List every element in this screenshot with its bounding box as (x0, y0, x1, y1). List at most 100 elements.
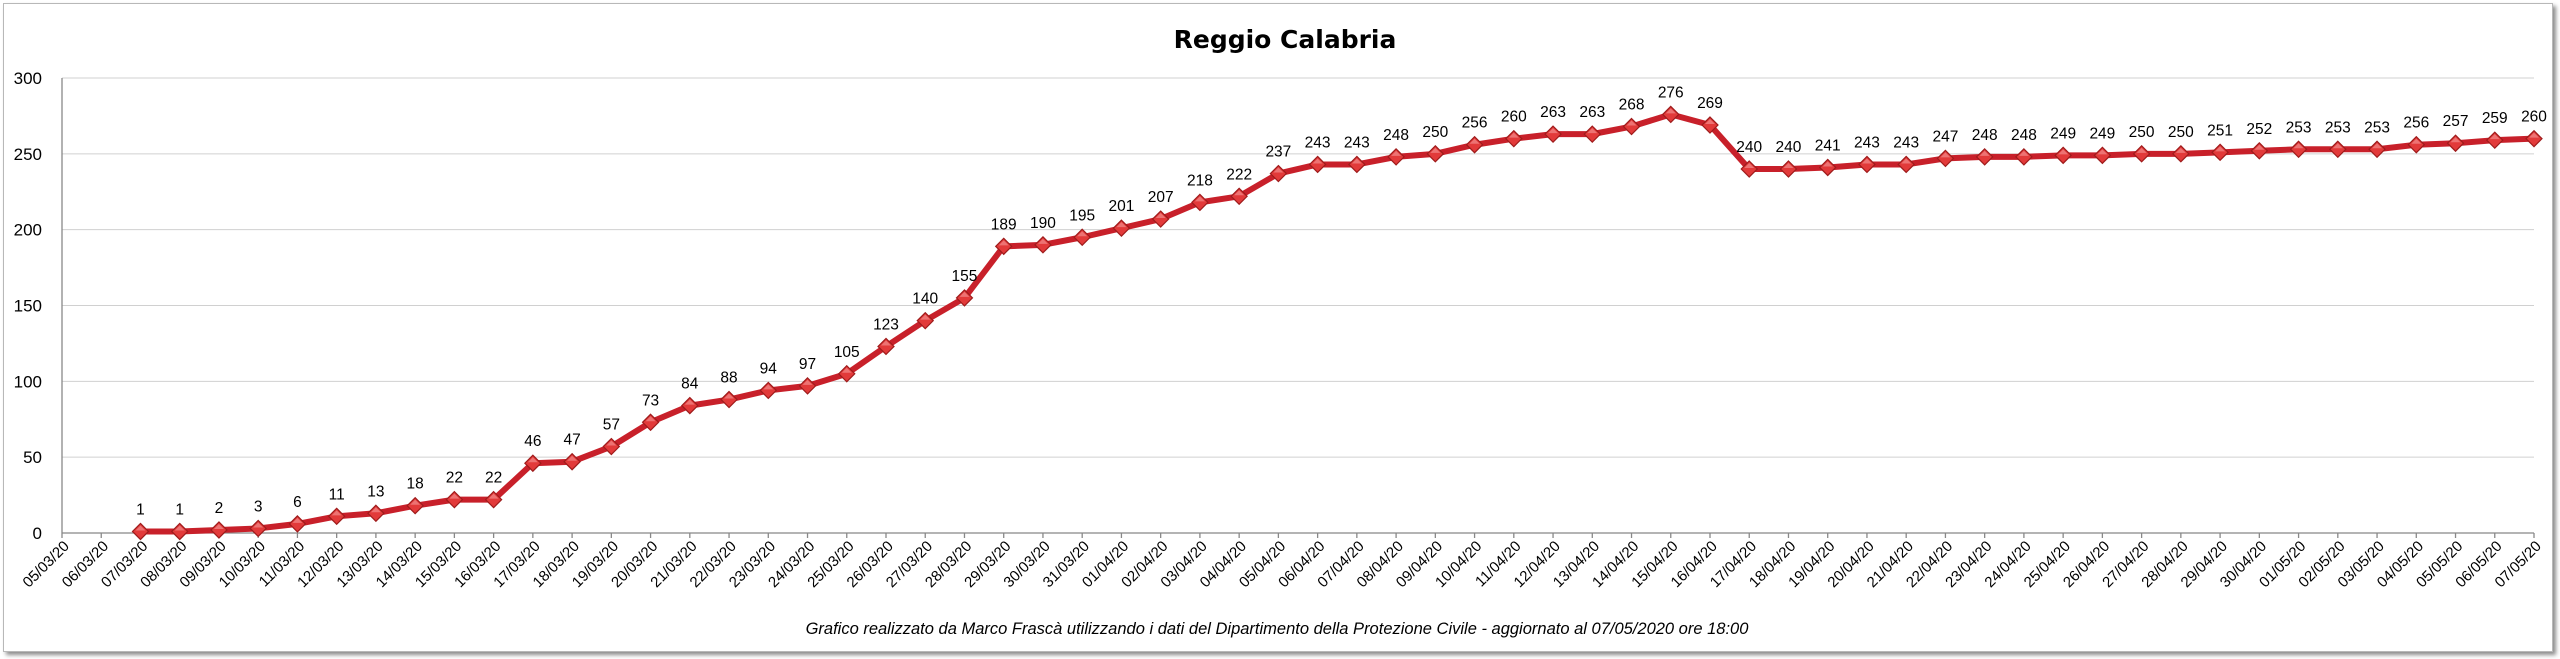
data-point (1622, 117, 1641, 136)
data-point (720, 390, 738, 409)
data-point-highlight (370, 507, 381, 513)
data-label: 47 (563, 432, 580, 449)
data-point-highlight (2254, 144, 2265, 150)
data-point (837, 364, 856, 383)
data-point (798, 377, 817, 395)
data-point-highlight (253, 522, 264, 528)
data-point-highlight (213, 523, 224, 529)
y-tick-label: 300 (14, 69, 42, 88)
data-point (1936, 149, 1955, 168)
data-point-highlight (1744, 163, 1755, 168)
data-point-highlight (567, 455, 578, 461)
data-label: 88 (720, 370, 737, 387)
data-point (2250, 141, 2269, 160)
data-label: 253 (2364, 119, 2390, 136)
data-point (1269, 164, 1288, 183)
data-label: 1 (175, 501, 184, 518)
data-point (1034, 235, 1052, 254)
data-label: 105 (834, 344, 860, 361)
data-point-highlight (2018, 150, 2029, 156)
data-point (1073, 228, 1092, 247)
data-point-highlight (1077, 231, 1088, 237)
data-point-highlight (2332, 143, 2343, 149)
data-label: 269 (1697, 95, 1723, 112)
data-point-highlight (841, 367, 852, 373)
data-point (2485, 131, 2504, 150)
data-point (406, 496, 424, 515)
data-point-highlight (2489, 134, 2500, 140)
data-label: 243 (1305, 134, 1331, 151)
data-point (759, 381, 778, 400)
chart-frame: Reggio Calabria 0 50 100 150 200 250 300 05/03… (3, 3, 2553, 652)
data-point (2525, 129, 2543, 148)
data-label: 268 (1619, 97, 1645, 114)
data-label: 243 (1893, 134, 1919, 151)
data-point-highlight (2097, 149, 2108, 155)
data-point (1661, 105, 1680, 124)
y-axis-ticks: 0 50 100 150 200 250 300 (14, 69, 42, 543)
data-point (955, 289, 974, 307)
grid (62, 77, 2534, 458)
data-label: 240 (1736, 139, 1762, 156)
data-point (2172, 144, 2190, 163)
data-point (1544, 125, 1562, 143)
data-point-highlight (881, 340, 891, 346)
data-label: 140 (912, 291, 938, 308)
data-label: 3 (254, 498, 263, 515)
data-label: 18 (407, 476, 424, 493)
data-point-highlight (135, 525, 146, 531)
data-label: 263 (1579, 104, 1605, 121)
y-tick-label: 100 (14, 372, 42, 391)
data-point-highlight (449, 493, 460, 499)
data-label: 22 (485, 470, 502, 487)
series-markers (131, 105, 2543, 541)
data-label: 218 (1187, 172, 1213, 189)
data-point-highlight (724, 393, 735, 399)
data-point (210, 521, 228, 539)
data-label: 276 (1658, 84, 1684, 101)
data-label: 248 (1972, 127, 1998, 144)
data-point (1897, 155, 1916, 174)
data-point-highlight (1430, 147, 1441, 153)
data-point (1191, 193, 1209, 212)
x-axis-ticks: 05/03/2006/03/2007/03/2008/03/2009/03/20… (20, 533, 2545, 591)
data-label: 46 (524, 433, 541, 450)
data-label: 251 (2207, 122, 2233, 139)
data-point-highlight (1508, 132, 1519, 138)
data-point (641, 413, 660, 432)
data-point-highlight (645, 416, 656, 422)
data-label: 260 (2521, 109, 2547, 126)
data-point-highlight (1351, 158, 1362, 164)
data-label: 73 (642, 392, 659, 409)
data-point-highlight (292, 517, 303, 523)
data-label: 201 (1108, 198, 1134, 215)
data-point-highlight (410, 499, 421, 505)
data-point-highlight (2136, 147, 2147, 153)
data-point (131, 522, 150, 541)
data-point-highlight (2529, 132, 2539, 138)
data-point (367, 504, 385, 523)
data-point-highlight (1155, 213, 1166, 219)
data-point-highlight (1391, 150, 1402, 156)
data-label: 1 (136, 501, 145, 518)
data-label: 94 (760, 360, 778, 377)
data-label: 22 (446, 470, 463, 487)
data-point-highlight (1116, 222, 1127, 228)
data-point-highlight (1037, 238, 1048, 244)
data-point (2211, 143, 2229, 162)
line-chart: Reggio Calabria 0 50 100 150 200 250 300 05/03… (14, 25, 2548, 638)
data-label: 250 (2129, 124, 2155, 141)
data-point (1465, 135, 1484, 154)
data-point-highlight (527, 457, 538, 463)
data-point-highlight (1194, 196, 1205, 202)
data-label: 6 (293, 494, 302, 511)
data-point (170, 522, 189, 541)
data-label: 259 (2482, 110, 2508, 127)
data-point-highlight (174, 525, 185, 531)
data-label: 57 (603, 417, 620, 434)
data-point-highlight (2293, 143, 2304, 149)
data-label: 256 (1462, 115, 1488, 132)
data-label: 260 (1501, 109, 1527, 126)
data-label: 13 (367, 483, 384, 500)
data-label: 222 (1226, 166, 1252, 183)
